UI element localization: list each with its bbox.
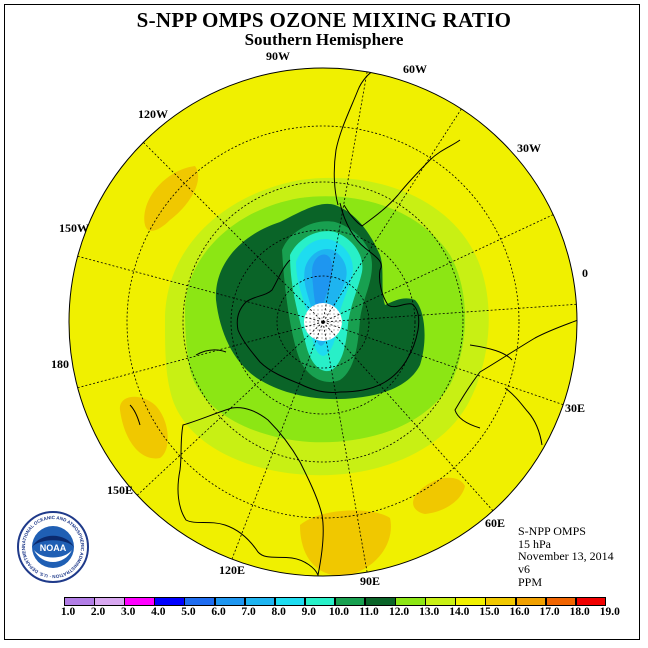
colorbar-swatch: [64, 597, 95, 606]
colorbar-swatch: [545, 597, 577, 606]
colorbar-swatch: [304, 597, 336, 606]
colorbar-tick-label: 7.0: [241, 606, 256, 618]
contour-15-patch: [413, 477, 465, 514]
map-subtitle: Southern Hemisphere: [244, 30, 404, 49]
colorbar-tick-label: 12.0: [389, 606, 410, 618]
colorbar-swatch: [455, 597, 486, 606]
longitude-label: 90E: [360, 574, 380, 588]
south-pole-marker: [321, 320, 325, 324]
colorbar-tick-label: 13.0: [419, 606, 440, 618]
longitude-label: 150W: [59, 221, 89, 235]
longitude-label: 150E: [107, 483, 133, 497]
coastline-antarctica: [236, 202, 420, 393]
longitude-label: 30W: [517, 141, 541, 155]
coastline-africa: [454, 319, 577, 429]
colorbar-swatch: [274, 597, 306, 606]
contour-15-patch: [119, 396, 168, 459]
info-version: v6: [518, 562, 530, 576]
longitude-label: 120W: [138, 107, 168, 121]
plot-frame: [4, 4, 640, 640]
colorbar-swatch: [395, 597, 426, 606]
longitude-label: 30E: [565, 401, 585, 415]
colorbar-tick-label: 14.0: [449, 606, 470, 618]
colorbar-tick-label: 4.0: [151, 606, 166, 618]
coastline-australia: [177, 407, 324, 576]
colorbar-tick-label: 17.0: [539, 606, 560, 618]
colorbar-tick-label: 11.0: [359, 606, 379, 618]
noaa-logo: NATIONAL OCEANIC AND ATMOSPHERIC ADMINIS…: [16, 510, 89, 583]
colorbar-tick-label: 15.0: [479, 606, 500, 618]
colorbar-tick-label: 5.0: [181, 606, 196, 618]
colorbar-tick-label: 10.0: [328, 606, 349, 618]
colorbar-swatch: [244, 597, 276, 606]
info-date: November 13, 2014: [518, 549, 614, 563]
colorbar-tick-label: 9.0: [301, 606, 316, 618]
colorbar-tick-label: 16.0: [509, 606, 530, 618]
colorbar-swatch: [94, 597, 125, 606]
colorbar-swatch: [124, 597, 155, 606]
map-boundary: [68, 67, 578, 577]
colorbar-swatch: [154, 597, 185, 606]
colorbar-tick-label: 19.0: [599, 606, 620, 618]
colorbar-tick-label: 1.0: [60, 606, 76, 618]
longitude-label: 60W: [403, 62, 427, 76]
noaa-logo-text: NOAA: [40, 543, 67, 553]
info-pressure: 15 hPa: [518, 537, 551, 551]
longitude-label: 60E: [485, 516, 505, 530]
colorbar-tick-label: 3.0: [121, 606, 136, 618]
info-units: PPM: [518, 575, 543, 589]
colorbar-swatch: [334, 597, 366, 606]
longitude-label: 90W: [266, 49, 290, 63]
colorbar-swatch: [365, 597, 396, 606]
longitude-label: 180: [51, 357, 69, 371]
colorbar-swatch: [575, 597, 607, 606]
map-title: S-NPP OMPS OZONE MIXING RATIO: [136, 8, 512, 32]
colorbar-tick-label: 8.0: [271, 606, 286, 618]
colorbar-tick-label: 18.0: [569, 606, 590, 618]
colorbar-tick-label: 6.0: [211, 606, 226, 618]
colorbar-swatch: [425, 597, 456, 606]
contour-6: [312, 254, 333, 316]
longitude-labels: 90W 60W 30W 0 30E 60E 90E 120E 150E 180 150W 120W: [51, 49, 588, 588]
colorbar-swatch: [184, 597, 215, 606]
colorbar-swatch: [515, 597, 547, 606]
latitude-circles: [126, 125, 520, 519]
colorbar-swatch: [485, 597, 516, 606]
longitude-label: 120E: [219, 563, 245, 577]
colorbar-swatch: [214, 597, 246, 606]
info-instrument: S-NPP OMPS: [518, 524, 586, 538]
colorbar-tick-label: 2.0: [90, 606, 106, 618]
longitude-label: 0: [582, 266, 588, 280]
